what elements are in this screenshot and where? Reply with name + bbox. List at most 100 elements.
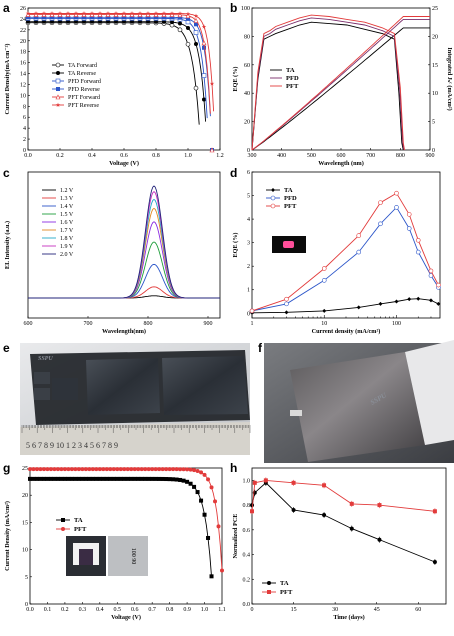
x-tick-label: 100 <box>392 321 401 327</box>
x-tick-label: 30 <box>332 607 338 613</box>
y2-tick-label: 25 <box>432 6 438 12</box>
y-tick-label: 5 <box>25 575 28 581</box>
y-tick-label: 2 <box>247 264 250 270</box>
data-point <box>94 467 99 472</box>
data-point <box>252 480 257 485</box>
photo-f-large-film: SSPU <box>264 340 454 463</box>
y-tick-label: 26 <box>20 6 26 12</box>
data-point <box>216 524 221 529</box>
y-tick-label: 14 <box>20 72 26 78</box>
x-tick-label: 0.6 <box>131 607 139 613</box>
legend-entry: 1.4 V <box>60 204 74 210</box>
data-point <box>45 467 50 472</box>
legend-marker <box>55 78 61 84</box>
y-tick-label: 5 <box>247 194 250 200</box>
legend-entry: 1.7 V <box>60 228 74 234</box>
data-point <box>129 11 135 16</box>
photo-e-watermark: SSPU <box>38 356 53 362</box>
x-tick-label: 1.2 <box>216 153 224 159</box>
data-point <box>90 476 95 481</box>
data-point <box>136 467 141 472</box>
chart-g-large-area-jv: 0.0 0.1 0.2 0.3 0.4 0.5 0.6 0.7 0.8 0.9 1.0 1.1 0 5 10… <box>4 466 226 621</box>
x-tick-label: 10 <box>321 321 327 327</box>
el-line-3 <box>28 241 220 299</box>
x-axis-label: Current density (mA/cm²) <box>312 328 381 335</box>
data-point <box>42 15 46 20</box>
data-point <box>161 11 167 16</box>
data-point <box>209 147 215 153</box>
data-point <box>90 15 94 20</box>
y-tick-label: 12 <box>20 82 26 88</box>
y-tick-label: 0 <box>247 148 250 154</box>
data-point <box>89 11 95 16</box>
data-point <box>291 480 296 485</box>
legend-entry: PFT Forward <box>68 95 100 101</box>
y-tick-label: 100 <box>241 6 250 12</box>
eqe-line-2 <box>251 14 405 151</box>
data-point <box>169 11 175 16</box>
y2-tick-label: 15 <box>432 63 438 69</box>
data-point <box>62 476 67 481</box>
data-point <box>76 467 81 472</box>
data-point <box>192 468 197 473</box>
legend-entry: 1.9 V <box>60 244 74 250</box>
photo-e-films-on-ruler: SSPU 5 6 7 8 9 10 1 2 3 4 5 6 7 8 9 <box>20 343 251 455</box>
data-point <box>82 15 86 20</box>
data-point <box>206 477 211 482</box>
y-tick-label: 25 <box>22 466 28 472</box>
el-line-5 <box>28 207 220 299</box>
data-point <box>66 15 70 20</box>
legend-marker <box>270 195 276 201</box>
data-point <box>167 467 172 472</box>
data-point <box>122 476 127 481</box>
data-point <box>97 467 102 472</box>
data-point <box>97 11 103 16</box>
data-point <box>193 17 199 23</box>
x-tick-label: 0 <box>251 607 254 613</box>
legend-marker <box>270 203 276 209</box>
x-tick-label: 300 <box>248 153 257 159</box>
y-tick-label: 16 <box>20 61 26 67</box>
legend-marker <box>56 87 60 91</box>
data-point <box>202 472 207 477</box>
y-axis-label: Current Density(mA cm⁻²) <box>4 44 11 115</box>
data-point <box>321 278 327 283</box>
data-point <box>87 467 92 472</box>
x-tick-label: 800 <box>144 321 153 327</box>
x-tick-label: 1.1 <box>218 607 226 613</box>
y-tick-label: 0 <box>25 602 28 608</box>
data-point <box>193 13 199 18</box>
x-tick-label: 0.0 <box>26 607 34 613</box>
data-point <box>199 498 204 503</box>
data-point <box>143 467 148 472</box>
data-point <box>202 97 206 102</box>
x-tick-label: 800 <box>396 153 405 159</box>
data-point <box>139 476 144 481</box>
data-point <box>115 476 120 481</box>
x-tick-label: 0.0 <box>24 153 32 159</box>
device-inset-active <box>79 549 93 565</box>
y-tick-label: 22 <box>20 28 26 34</box>
data-point <box>201 24 207 29</box>
data-point <box>202 45 206 50</box>
y-tick-label: 18 <box>20 50 26 56</box>
data-point <box>170 15 174 20</box>
data-point <box>194 41 198 46</box>
data-point <box>41 11 47 16</box>
data-point <box>65 11 71 16</box>
data-point <box>146 15 150 20</box>
data-point <box>322 512 327 517</box>
y2-tick-label: 10 <box>432 91 438 97</box>
y-tick-label: 1 <box>247 288 250 294</box>
legend-entry: PFD Reverse <box>68 87 100 93</box>
eqe-line-0 <box>251 298 439 314</box>
data-point <box>428 268 434 274</box>
jsc-line-2 <box>251 16 430 151</box>
legend-entry: 1.5 V <box>60 212 74 218</box>
data-point <box>154 19 158 24</box>
data-point <box>192 484 197 489</box>
data-point <box>58 15 62 20</box>
x-tick-label: 600 <box>24 321 33 327</box>
y-tick-label: 8 <box>23 104 26 110</box>
data-point <box>145 11 151 16</box>
